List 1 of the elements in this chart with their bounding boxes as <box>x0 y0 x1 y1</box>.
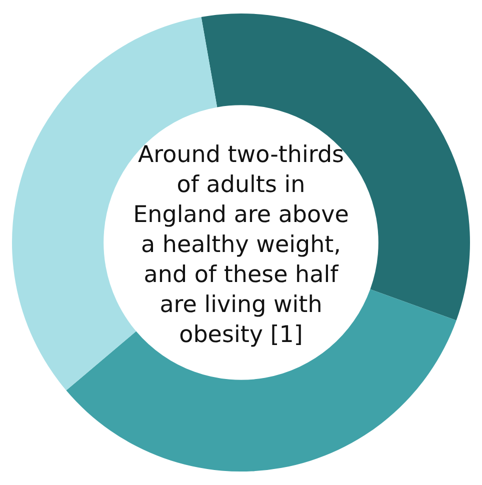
text: Around two-thirds of adults in England are above a healthy weight, and of these half are living with obesity [1] <box>132 141 350 350</box>
